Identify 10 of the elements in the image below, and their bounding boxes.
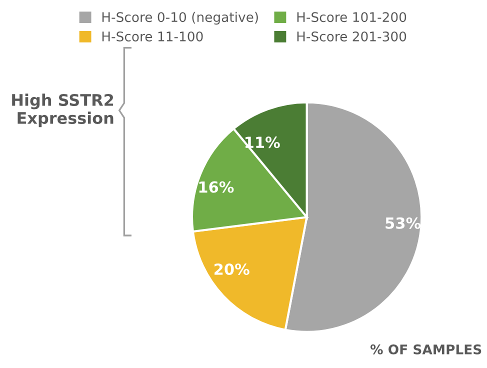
data-label: 53%: [386, 217, 421, 229]
legend-label: H-Score 0-10 (negative): [102, 12, 258, 25]
text: High SSTR2 Expression: [12, 94, 114, 128]
text: % OF SAMPLES: [370, 344, 482, 354]
data-label: 11%: [246, 136, 280, 148]
data-label: 20%: [214, 263, 250, 275]
legend-label: H-Score 11-100: [102, 31, 203, 42]
legend-label: H-Score 201-300: [297, 31, 406, 42]
data-label: 16%: [199, 181, 234, 193]
legend-label: H-Score 101-200: [297, 12, 406, 22]
